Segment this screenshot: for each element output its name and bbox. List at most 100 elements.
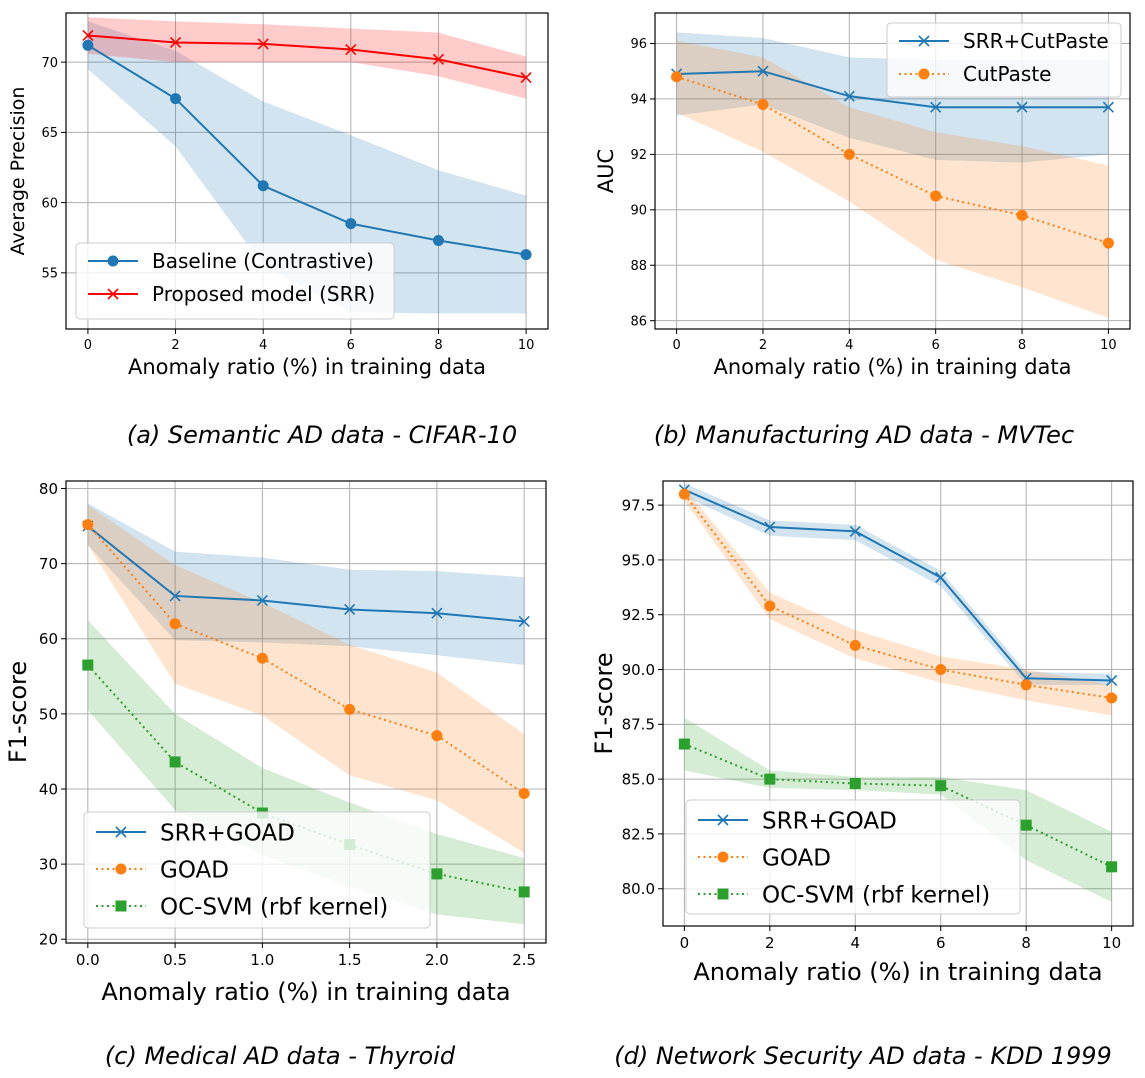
data-point	[757, 65, 769, 77]
series-line-0	[87, 525, 525, 623]
legend-box	[685, 799, 1021, 915]
x-tick-label: 10	[518, 338, 535, 353]
data-point	[520, 72, 532, 84]
data-point	[1106, 674, 1118, 687]
x-tick-label: 8	[1021, 934, 1031, 952]
data-point	[1102, 237, 1114, 249]
x-tick-label: 10	[1102, 934, 1121, 952]
legend-marker-1	[115, 863, 127, 875]
data-point	[432, 235, 444, 247]
y-tick-label: 65	[41, 126, 58, 141]
data-point	[671, 71, 683, 83]
data-point	[344, 603, 356, 616]
caption-d: (d) Network Security AD data - KDD 1999	[614, 1042, 1112, 1070]
data-point	[930, 190, 942, 202]
legend: Baseline (Contrastive) Proposed model (SR…	[75, 242, 395, 320]
data-point	[849, 778, 861, 790]
legend-marker-0	[717, 814, 729, 826]
y-tick-label: 80.0	[622, 880, 655, 898]
data-point	[432, 53, 445, 65]
data-point	[1106, 861, 1118, 873]
data-point	[930, 101, 942, 113]
data-point	[257, 38, 269, 50]
plot-frame	[65, 12, 549, 330]
x-axis-label: Anomaly ratio (%) in training data	[693, 958, 1102, 986]
x-tick-label: 0	[680, 934, 690, 952]
legend-label-1: Proposed model (SRR)	[152, 282, 375, 306]
series-line-1	[676, 75, 1109, 245]
series-line-1	[683, 493, 1112, 700]
legend-marker-1	[717, 851, 729, 863]
legend: SRR+CutPaste CutPaste	[886, 22, 1122, 98]
band-0	[87, 503, 525, 666]
caption-a: (a) Semantic AD data - CIFAR-10	[127, 421, 517, 449]
legend: SRR+GOAD GOAD OC-SVM (rbf kernel)	[685, 799, 1021, 915]
data-point	[82, 29, 94, 42]
data-point	[1016, 101, 1028, 113]
x-tick-label: 8	[1018, 338, 1026, 353]
x-tick-label: 2.0	[425, 951, 449, 969]
plot-frame	[662, 480, 1134, 927]
data-point	[678, 738, 690, 750]
legend-marker-1	[107, 288, 119, 300]
x-axis-label: Anomaly ratio (%) in training data	[101, 978, 510, 1006]
data-point	[1020, 679, 1032, 691]
legend-marker-0	[918, 35, 930, 47]
series-line-0	[87, 44, 527, 256]
series-line-0	[676, 70, 1109, 109]
series-line-1	[87, 34, 527, 79]
y-axis-label: F1-score	[590, 652, 618, 754]
y-tick-label: 60	[39, 630, 58, 648]
data-point	[257, 180, 269, 192]
data-point	[520, 249, 532, 261]
series-line-1	[87, 523, 525, 795]
x-tick-label: 1.5	[338, 951, 362, 969]
data-point	[849, 639, 861, 651]
y-tick-label: 70	[41, 56, 58, 71]
panel-a: 0 2 4 6 8 10 55 60 65 70 Anomaly ratio (%) in trai…	[7, 12, 549, 379]
x-tick-label: 4	[850, 934, 860, 952]
y-tick-label: 80	[39, 480, 58, 498]
plot-frame	[654, 12, 1131, 330]
data-point	[169, 756, 181, 768]
x-tick-label: 2	[759, 338, 767, 353]
x-tick-label: 2	[171, 338, 179, 353]
x-tick-label: 0.0	[76, 951, 100, 969]
data-point	[256, 652, 268, 664]
data-point	[170, 93, 182, 105]
band-0	[684, 483, 1112, 685]
x-tick-label: 0.5	[163, 951, 187, 969]
data-point	[169, 618, 181, 630]
panel-c: 0.0 0.5 1.0 1.5 2.0 2.5 20 30 40 50 60 70 80 Anomaly …	[4, 480, 547, 1006]
data-point	[518, 886, 530, 898]
x-tick-label: 6	[932, 338, 940, 353]
legend-label-0: Baseline (Contrastive)	[152, 249, 374, 273]
legend-box	[75, 242, 395, 320]
band-2	[684, 717, 1112, 902]
series-line-0	[683, 488, 1112, 682]
data-point	[518, 788, 530, 800]
legend-label-2: OC-SVM (rbf kernel)	[762, 882, 990, 908]
data-point	[935, 571, 947, 584]
band-1	[87, 505, 525, 853]
x-tick-label: 0	[672, 338, 680, 353]
band-1	[87, 17, 527, 99]
data-point	[256, 594, 268, 607]
y-tick-label: 90	[630, 203, 647, 218]
plot-frame	[65, 480, 547, 944]
band-0	[87, 21, 527, 314]
x-tick-label: 0	[84, 338, 92, 353]
panel-b: 0 2 4 6 8 10 86 88 90 92 94 96 Anomaly ratio (%) in …	[594, 12, 1131, 379]
data-point	[169, 590, 181, 602]
x-tick-label: 1.0	[250, 951, 274, 969]
legend-marker-2	[717, 888, 729, 900]
data-point	[849, 525, 861, 537]
legend-label-0: SRR+GOAD	[762, 808, 897, 834]
data-point	[431, 868, 443, 880]
x-axis-label: Anomaly ratio (%) in training data	[713, 355, 1071, 379]
legend-label-1: GOAD	[762, 845, 831, 871]
x-tick-label: 4	[845, 338, 853, 353]
data-point	[843, 90, 855, 102]
data-point	[935, 664, 947, 676]
